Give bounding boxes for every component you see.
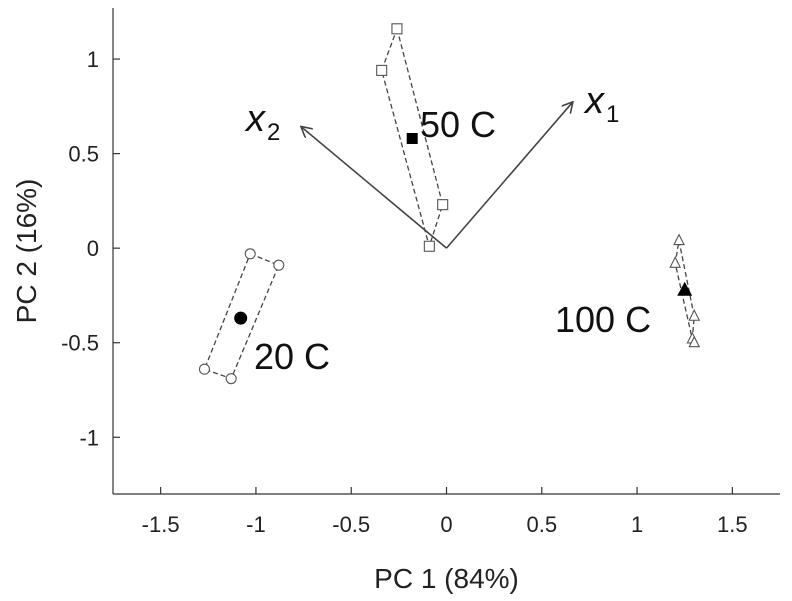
- x-tick-label: -0.5: [332, 512, 370, 537]
- point-20-c: [198, 363, 211, 375]
- x-tick-label: 0.5: [526, 512, 557, 537]
- point-100-c: [669, 256, 682, 268]
- group-label-20-c: 20 C: [254, 336, 330, 377]
- y-tick-label: -0.5: [61, 331, 99, 356]
- x-tick-label: 1: [631, 512, 643, 537]
- point-20-c: [273, 259, 285, 271]
- x-tick-label: 0: [440, 512, 452, 537]
- point-50-c: [376, 64, 388, 76]
- centroid-50-c: [406, 132, 418, 144]
- vector-x1: [445, 103, 573, 249]
- vector-name: x: [583, 80, 606, 122]
- point-50-c: [391, 23, 403, 35]
- y-tick-label: 0.5: [68, 142, 99, 167]
- point-100-c: [673, 233, 685, 246]
- vector-subscript: 2: [267, 119, 280, 146]
- y-tick-label: 1: [87, 47, 99, 72]
- y-tick-label: 0: [87, 236, 99, 261]
- centroid-100-c: [677, 281, 693, 296]
- data-points: [198, 23, 701, 385]
- group-label-100-c: 100 C: [555, 299, 651, 340]
- axes: -1.5 -1 -0.5 0 0.5 1 1.5 -1 -0.5 0 0.5 1 PC 1 (84%) P…: [11, 8, 780, 594]
- loading-vectors: [302, 103, 573, 249]
- x-tick-label: -1: [246, 512, 266, 537]
- point-20-c: [244, 248, 256, 260]
- y-tick-label: -1: [79, 425, 99, 450]
- centroid-20-c: [234, 311, 248, 325]
- point-100-c: [688, 335, 701, 348]
- point-50-c: [437, 199, 449, 211]
- point-100-c: [688, 309, 701, 321]
- point-50-c: [423, 240, 435, 252]
- vector-subscript: 1: [606, 101, 619, 128]
- point-20-c: [225, 373, 237, 385]
- vector-name: x: [244, 98, 267, 140]
- vector-label-x1: x1: [583, 80, 619, 128]
- group-label-50-c: 50 C: [420, 104, 496, 145]
- vector-label-x2: x2: [244, 98, 280, 146]
- x-axis-title: PC 1 (84%): [374, 563, 519, 594]
- x-tick-label: -1.5: [142, 512, 180, 537]
- y-axis-title: PC 2 (16%): [11, 179, 42, 324]
- x-tick-label: 1.5: [717, 512, 748, 537]
- vector-x2: [302, 127, 448, 249]
